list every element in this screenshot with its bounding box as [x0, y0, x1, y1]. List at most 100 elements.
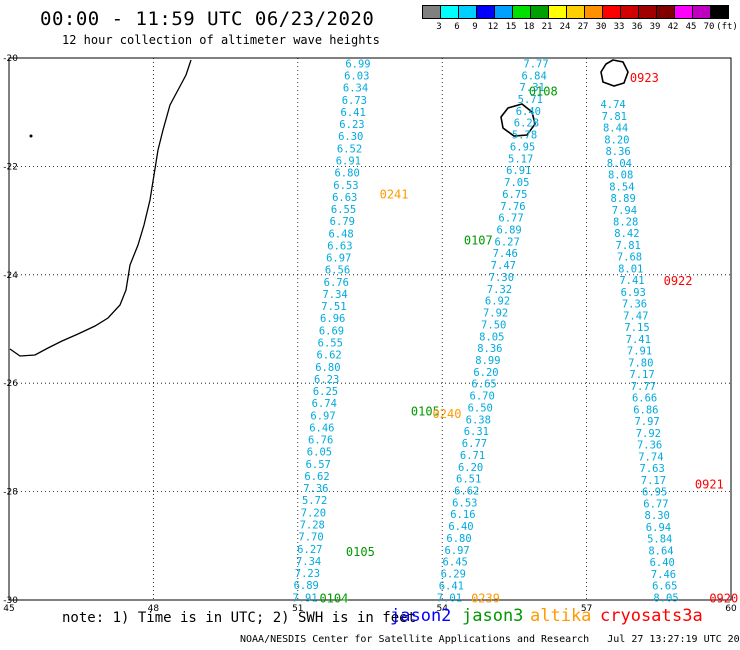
map-subtitle: 12 hour collection of altimeter wave hei… — [62, 33, 380, 47]
wave-height-value: 8.28 — [613, 217, 638, 229]
lon-tick-label: 60 — [725, 604, 737, 614]
wave-height-value: 8.36 — [605, 146, 630, 158]
satellite-jason2: jason2 — [390, 606, 452, 626]
satellite-jason3: jason3 — [462, 606, 524, 626]
wave-height-value: 6.40 — [516, 106, 541, 118]
legend-label: 30 — [595, 22, 607, 32]
wave-height-value: 5.72 — [302, 495, 327, 507]
wave-height-value: 7.05 — [504, 177, 529, 189]
wave-height-value: 6.97 — [326, 253, 351, 265]
wave-height-value: 8.54 — [609, 181, 634, 193]
wave-height-value: 6.56 — [325, 265, 350, 277]
wave-height-value: 8.01 — [618, 263, 643, 275]
wave-height-value: 6.80 — [446, 533, 471, 545]
wave-height-value: 7.23 — [295, 568, 320, 580]
wave-height-value: 6.51 — [456, 474, 481, 486]
pass-time-label: 0105 — [346, 545, 375, 559]
wave-height-value: 6.95 — [510, 141, 535, 153]
wave-height-value: 6.27 — [297, 544, 322, 556]
wave-height-value: 7.36 — [303, 483, 328, 495]
madagascar-coastline — [9, 59, 192, 357]
wave-height-value: 6.97 — [310, 410, 335, 422]
lon-tick-label: 45 — [3, 604, 14, 614]
wave-height-value: 6.38 — [466, 414, 491, 426]
wave-height-value: 7.92 — [636, 428, 661, 440]
wave-height-value: 6.03 — [344, 71, 369, 83]
wave-height-value: 6.92 — [485, 296, 510, 308]
wave-height-value: 6.28 — [514, 118, 539, 130]
wave-height-value: 6.80 — [315, 362, 340, 374]
wave-height-value: 8.20 — [604, 134, 629, 146]
lat-tick-label: -20 — [3, 54, 18, 64]
legend-label: (ft) — [716, 22, 738, 32]
wave-height-value: 7.30 — [489, 272, 514, 284]
wave-height-value: 6.52 — [337, 143, 362, 155]
wave-height-value: 7.70 — [298, 532, 323, 544]
footer-credit: NOAA/NESDIS Center for Satellite Applica… — [240, 634, 740, 645]
wave-height-value: 8.30 — [645, 510, 670, 522]
wave-height-value: 6.62 — [454, 486, 479, 498]
wave-height-value: 6.62 — [316, 350, 341, 362]
wave-height-value: 7.51 — [321, 301, 346, 313]
wave-height-value: 6.76 — [308, 435, 333, 447]
note-text: note: 1) Time is in UTC; 2) SWH is in fe… — [62, 610, 417, 626]
wave-height-value: 7.77 — [523, 58, 548, 70]
wave-height-value: 6.23 — [314, 374, 339, 386]
pass-time-label: 0923 — [630, 71, 659, 85]
wave-height-value: 7.63 — [640, 463, 665, 475]
wave-height-value: 6.71 — [460, 450, 485, 462]
map-frame — [8, 57, 732, 601]
legend-label: 12 — [487, 22, 499, 32]
wave-height-value: 7.50 — [481, 319, 506, 331]
wave-height-value: 7.41 — [626, 334, 651, 346]
wave-height-value: 6.91 — [506, 165, 531, 177]
wave-height-value: 6.65 — [652, 581, 677, 593]
wave-height-value: 4.74 — [600, 99, 625, 111]
wave-height-value: 7.34 — [322, 289, 347, 301]
wave-height-value: 6.77 — [498, 213, 523, 225]
lat-tick-label: -26 — [3, 379, 18, 389]
wave-height-value: 8.89 — [611, 193, 636, 205]
wave-height-value: 8.42 — [614, 228, 639, 240]
wave-height-value: 6.91 — [336, 155, 361, 167]
legend-label: 27 — [577, 22, 589, 32]
legend-label: 3 — [436, 22, 442, 32]
wave-height-value: 7.36 — [637, 440, 662, 452]
legend-label: 6 — [454, 22, 460, 32]
pass-time-label: 0922 — [664, 274, 693, 288]
legend-label: 70 — [703, 22, 715, 32]
wave-height-value: 6.40 — [650, 557, 675, 569]
wave-height-value: 7.81 — [602, 111, 627, 123]
wave-height-value: 7.15 — [624, 322, 649, 334]
pass-time-label: 0108 — [529, 85, 558, 99]
wave-height-value: 6.66 — [632, 393, 657, 405]
wave-height-value: 7.01 — [437, 592, 462, 604]
wave-height-value: 6.16 — [450, 509, 475, 521]
wave-height-value: 7.97 — [634, 416, 659, 428]
lat-tick-label: -30 — [3, 596, 18, 606]
wave-height-value: 6.05 — [307, 447, 332, 459]
pass-time-label: 0921 — [695, 477, 724, 491]
wave-height-value: 6.63 — [327, 240, 352, 252]
lon-tick-label: 48 — [148, 604, 160, 614]
wave-height-value: 6.93 — [621, 287, 646, 299]
pass-time-label: 0241 — [380, 188, 409, 202]
wave-height-value: 5.84 — [647, 534, 672, 546]
wave-height-value: 6.25 — [313, 386, 338, 398]
wave-height-value: 6.89 — [496, 225, 521, 237]
wave-height-value: 8.99 — [475, 355, 500, 367]
legend-label: 42 — [667, 22, 679, 32]
legend-label: 9 — [472, 22, 478, 32]
wave-height-value: 8.04 — [607, 158, 632, 170]
small-island — [29, 134, 33, 138]
pass-time-label: 0104 — [319, 591, 348, 605]
wave-height-value: 7.92 — [483, 308, 508, 320]
wave-height-value: 7.17 — [641, 475, 666, 487]
lon-tick-label: 54 — [436, 604, 448, 614]
wave-height-value: 6.73 — [342, 95, 367, 107]
wave-height-value: 6.23 — [339, 119, 364, 131]
wave-height-value: 6.62 — [304, 471, 329, 483]
wave-height-value: 6.86 — [633, 404, 658, 416]
wave-height-value: 6.77 — [643, 498, 668, 510]
